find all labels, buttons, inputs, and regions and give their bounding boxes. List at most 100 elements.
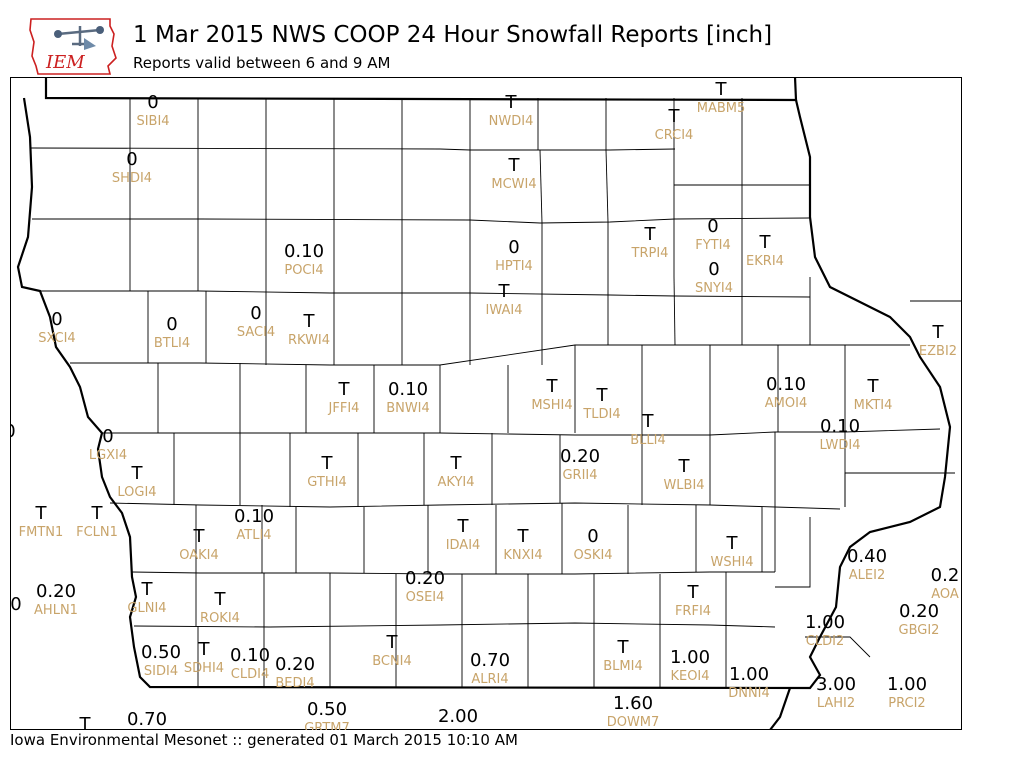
station-id: BLMI4 <box>603 659 642 674</box>
snowfall-value: 0.50 <box>307 699 347 720</box>
station-id: AKYI4 <box>437 475 474 490</box>
snowfall-value: T <box>386 632 399 653</box>
snowfall-value: 0.10 <box>284 241 324 262</box>
snowfall-value: 0 <box>102 426 113 447</box>
snowfall-value: T <box>303 311 316 332</box>
station-id: HPTI4 <box>495 259 533 274</box>
snowfall-value: 0.10 <box>766 374 806 395</box>
station-id: LOGI4 <box>117 485 156 500</box>
station-id: DOWM7 <box>607 715 660 730</box>
snowfall-value: 0.10 <box>820 416 860 437</box>
snowfall-value: 0 <box>708 259 719 280</box>
station-id: IWAI4 <box>486 303 523 318</box>
station-id: TRPI4 <box>631 246 669 261</box>
logo-text: IEM <box>45 52 85 73</box>
station-id: NWDI4 <box>489 114 534 129</box>
station-id: SIBI4 <box>136 114 169 129</box>
station-id: POCI4 <box>284 263 323 278</box>
station-id: BLLI4 <box>630 433 666 448</box>
snowfall-value: T <box>644 224 657 245</box>
station-id: BNWI4 <box>386 401 430 416</box>
snowfall-value: 0.20 <box>275 654 315 675</box>
snowfall-value: 0.2 <box>931 565 960 586</box>
snowfall-value: T <box>193 526 206 547</box>
station-id: SIDI4 <box>144 664 178 679</box>
station-id: GRII4 <box>562 468 597 483</box>
snowfall-value: T <box>505 92 518 113</box>
snowfall-value: 0 <box>166 314 177 335</box>
station-id: TLDI4 <box>582 407 620 422</box>
station-id: ALEI2 <box>849 568 885 583</box>
station-id: MKTI4 <box>854 398 893 413</box>
station-id: SDHI4 <box>184 661 224 676</box>
station-id: AMOI4 <box>765 396 807 411</box>
station-id: OAKI4 <box>179 548 219 563</box>
snowfall-value: T <box>131 463 144 484</box>
station-id: AOA <box>931 587 959 602</box>
station-id: ROKI4 <box>200 611 240 626</box>
snowfall-value: T <box>759 232 772 253</box>
snowfall-value: 0 <box>707 216 718 237</box>
snowfall-value: T <box>715 79 728 100</box>
station-id: FRFI4 <box>675 604 711 619</box>
snowfall-value: T <box>867 376 880 397</box>
snowfall-value: T <box>617 637 630 658</box>
snowfall-map: 0SIBI4TNWDI4TMABM5TCRCI40SHDI4TMCWI40FYT… <box>10 77 962 730</box>
snowfall-value: 0.70 <box>470 650 510 671</box>
snowfall-value: 0 <box>250 303 261 324</box>
station-id: SACI4 <box>237 325 275 340</box>
snowfall-value: T <box>687 582 700 603</box>
snowfall-value: T <box>198 639 211 660</box>
station-id: EZBI2 <box>919 344 957 359</box>
snowfall-value: 0.50 <box>141 642 181 663</box>
snowfall-value: T <box>596 385 609 406</box>
snowfall-value: 0.10 <box>230 645 270 666</box>
station-id: OSKI4 <box>573 548 612 563</box>
station-id: OSEI4 <box>406 590 445 605</box>
snowfall-value: T <box>726 533 739 554</box>
station-labels: 0SIBI4TNWDI4TMABM5TCRCI40SHDI4TMCWI40FYT… <box>10 79 959 730</box>
snowfall-value: 0.20 <box>405 568 445 589</box>
clipped-snowfall-value: 2.00 <box>438 706 478 727</box>
station-id: LWDI4 <box>819 438 860 453</box>
station-id: WLBI4 <box>663 478 704 493</box>
station-id: MABM5 <box>697 101 746 116</box>
iem-logo: IEM <box>28 16 120 76</box>
snowfall-value: 1.60 <box>613 693 653 714</box>
clipped-snowfall-value: 0 <box>10 421 16 442</box>
snowfall-value: 0.10 <box>234 506 274 527</box>
snowfall-value: T <box>214 589 227 610</box>
station-id: BTLI4 <box>154 336 190 351</box>
station-id: MSHI4 <box>531 398 572 413</box>
